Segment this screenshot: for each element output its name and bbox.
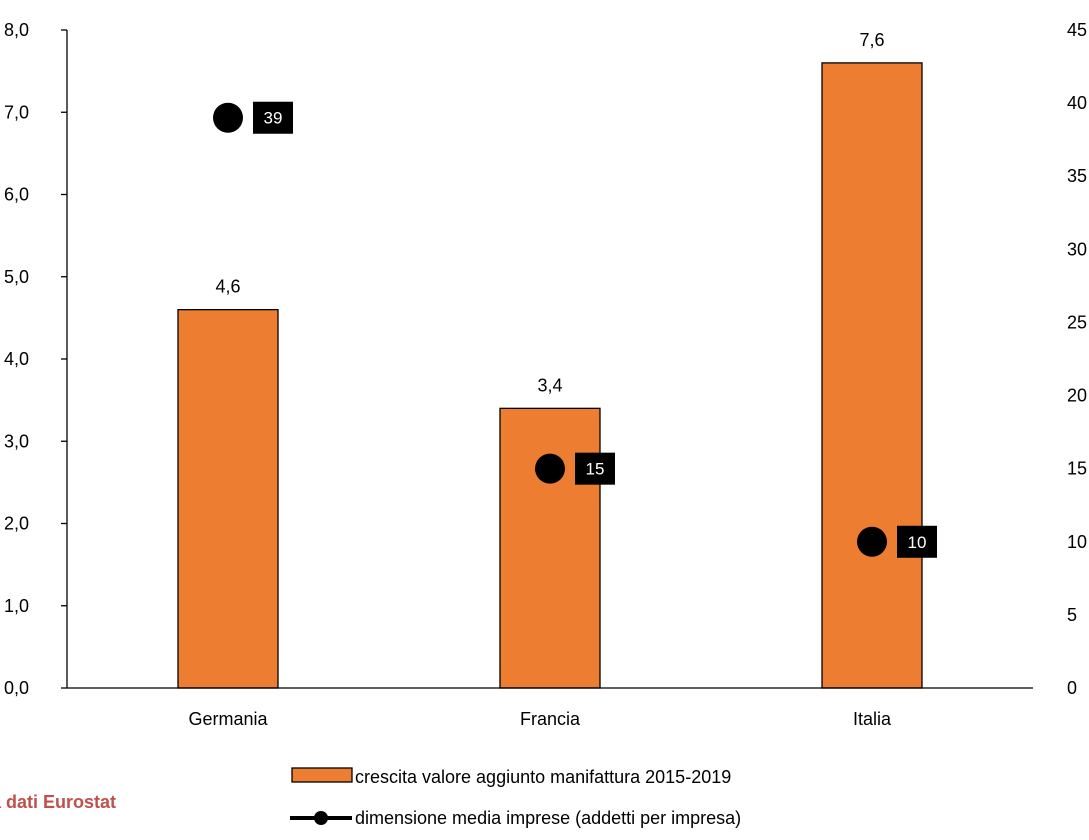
left-axis-ticks: 0,0 1,0 2,0 3,0 4,0 5,0 6,0 7,0 8,0 (4, 20, 67, 698)
bar-labels-layer: 4,6 3,4 7,6 (215, 30, 884, 395)
legend-bar-swatch (291, 767, 353, 783)
bar (499, 407, 601, 689)
right-tick-label: 30 (1067, 239, 1087, 259)
category-label: Francia (520, 709, 581, 729)
dot-label-box (253, 101, 293, 134)
left-tick-label: 2,0 (4, 514, 29, 534)
left-tick-label: 7,0 (4, 102, 29, 122)
bar-value-label: 4,6 (215, 277, 240, 297)
dot-label-box (575, 452, 615, 485)
category-label: Italia (853, 709, 892, 729)
left-tick-label: 6,0 (4, 185, 29, 205)
bar (177, 308, 279, 689)
left-tick-label: 0,0 (4, 678, 29, 698)
left-tick-label: 8,0 (4, 20, 29, 40)
right-tick-label: 10 (1067, 532, 1087, 552)
legend-dot-marker (314, 811, 328, 825)
right-axis-ticks: 0 5 10 15 20 25 30 35 40 45 (1067, 20, 1087, 698)
bar-value-label: 7,6 (859, 30, 884, 50)
category-labels: Germania Francia Italia (188, 709, 892, 729)
dots-layer: 39 15 10 (213, 101, 937, 558)
left-tick-label: 1,0 (4, 596, 29, 616)
right-tick-label: 40 (1067, 93, 1087, 113)
right-tick-label: 25 (1067, 312, 1087, 332)
legend: crescita valore aggiunto manifattura 201… (290, 767, 741, 828)
left-tick-label: 5,0 (4, 267, 29, 287)
bar-value-label: 3,4 (537, 375, 562, 395)
legend-bar-label: crescita valore aggiunto manifattura 201… (355, 767, 731, 787)
right-tick-label: 35 (1067, 166, 1087, 186)
category-label: Germania (188, 709, 268, 729)
right-tick-label: 0 (1067, 678, 1077, 698)
dot-value-label: 39 (264, 109, 283, 128)
left-tick-label: 3,0 (4, 431, 29, 451)
dot-marker (857, 526, 887, 557)
dot-label-box (897, 525, 937, 558)
left-tick-label: 4,0 (4, 349, 29, 369)
right-tick-label: 20 (1067, 386, 1087, 406)
bar (821, 62, 923, 689)
right-tick-label: 15 (1067, 459, 1087, 479)
source-note: a dati Eurostat (0, 792, 116, 812)
dot-value-label: 15 (586, 460, 605, 479)
right-tick-label: 45 (1067, 20, 1087, 40)
legend-dot-label: dimensione media imprese (addetti per im… (355, 808, 741, 828)
dot-marker (535, 453, 565, 484)
dot-marker (213, 102, 243, 133)
dot-value-label: 10 (908, 533, 927, 552)
right-tick-label: 5 (1067, 605, 1077, 625)
